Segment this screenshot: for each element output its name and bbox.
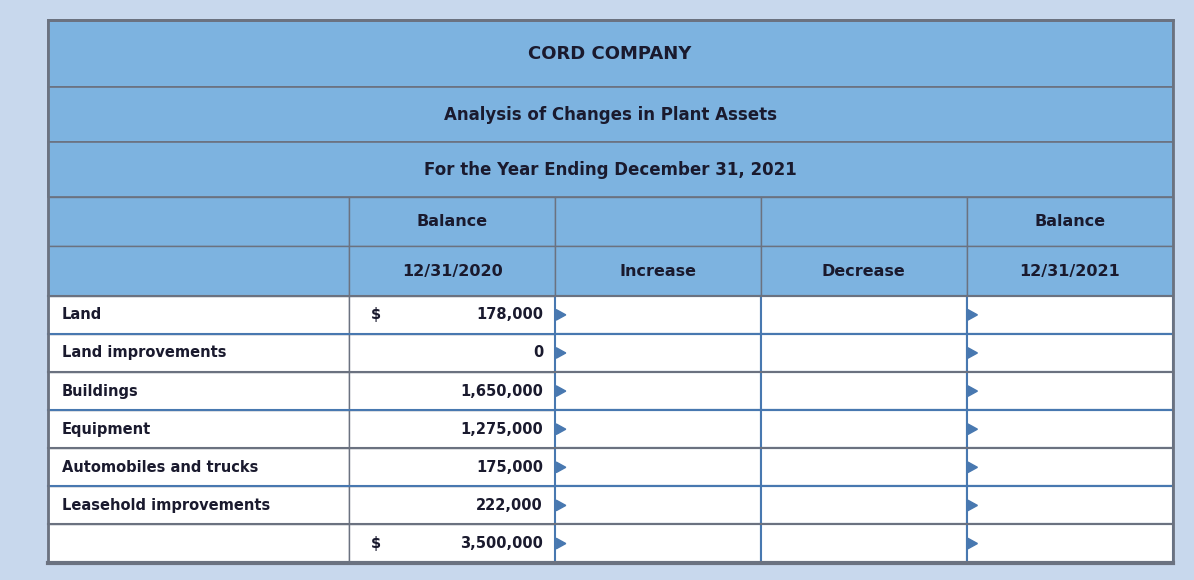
Text: CORD COMPANY: CORD COMPANY — [529, 45, 691, 63]
Polygon shape — [968, 538, 978, 549]
Text: Equipment: Equipment — [62, 422, 152, 437]
Text: Automobiles and trucks: Automobiles and trucks — [62, 460, 258, 475]
Bar — [48, 448, 349, 487]
Bar — [555, 197, 761, 246]
Polygon shape — [968, 462, 978, 473]
Text: Land: Land — [62, 307, 103, 322]
Text: Balance: Balance — [417, 215, 487, 229]
Bar — [761, 197, 967, 246]
Bar — [349, 448, 555, 487]
Bar — [761, 372, 967, 410]
Bar — [48, 246, 349, 296]
Text: Analysis of Changes in Plant Assets: Analysis of Changes in Plant Assets — [444, 106, 776, 124]
Bar — [967, 197, 1173, 246]
Bar — [349, 524, 555, 563]
Polygon shape — [968, 500, 978, 510]
Bar — [967, 524, 1173, 563]
Text: Land improvements: Land improvements — [62, 346, 227, 361]
Bar — [48, 142, 1173, 197]
Bar — [967, 448, 1173, 487]
Text: Buildings: Buildings — [62, 383, 139, 398]
Bar — [349, 296, 555, 334]
Text: 175,000: 175,000 — [476, 460, 543, 475]
Text: $: $ — [370, 307, 381, 322]
Bar — [48, 410, 349, 448]
Bar — [349, 372, 555, 410]
Polygon shape — [968, 310, 978, 320]
Polygon shape — [556, 310, 566, 320]
Bar — [349, 197, 555, 246]
Text: For the Year Ending December 31, 2021: For the Year Ending December 31, 2021 — [424, 161, 796, 179]
Bar — [349, 334, 555, 372]
Bar — [48, 20, 1173, 87]
Text: 12/31/2020: 12/31/2020 — [401, 264, 503, 278]
Bar — [761, 334, 967, 372]
Polygon shape — [556, 462, 566, 473]
Text: 12/31/2021: 12/31/2021 — [1020, 264, 1120, 278]
Text: 222,000: 222,000 — [476, 498, 543, 513]
Bar — [48, 334, 349, 372]
Bar — [48, 487, 349, 524]
Bar — [761, 524, 967, 563]
Bar — [349, 246, 555, 296]
Bar — [555, 487, 761, 524]
Bar — [761, 296, 967, 334]
Polygon shape — [968, 348, 978, 358]
Bar — [555, 448, 761, 487]
Bar — [555, 296, 761, 334]
Bar — [967, 372, 1173, 410]
Polygon shape — [556, 386, 566, 396]
Bar — [349, 487, 555, 524]
Bar — [48, 372, 349, 410]
Bar — [555, 524, 761, 563]
Text: 0: 0 — [533, 346, 543, 361]
Polygon shape — [968, 424, 978, 434]
Bar — [555, 334, 761, 372]
Text: 1,650,000: 1,650,000 — [460, 383, 543, 398]
Text: Increase: Increase — [620, 264, 696, 278]
Polygon shape — [556, 424, 566, 434]
Text: Leasehold improvements: Leasehold improvements — [62, 498, 270, 513]
Text: 3,500,000: 3,500,000 — [460, 536, 543, 551]
Text: 1,275,000: 1,275,000 — [461, 422, 543, 437]
Bar — [967, 296, 1173, 334]
Bar — [48, 197, 349, 246]
Text: Decrease: Decrease — [821, 264, 905, 278]
Polygon shape — [968, 386, 978, 396]
Polygon shape — [556, 500, 566, 510]
Bar — [967, 410, 1173, 448]
Bar — [48, 296, 349, 334]
Text: 178,000: 178,000 — [476, 307, 543, 322]
Text: $: $ — [370, 536, 381, 551]
Bar — [761, 448, 967, 487]
Bar — [349, 410, 555, 448]
Bar — [555, 372, 761, 410]
Polygon shape — [556, 538, 566, 549]
Bar — [761, 246, 967, 296]
Bar — [555, 246, 761, 296]
Bar — [555, 410, 761, 448]
Bar — [48, 524, 349, 563]
Bar — [761, 410, 967, 448]
Text: Balance: Balance — [1034, 215, 1106, 229]
Bar — [967, 334, 1173, 372]
Bar — [48, 87, 1173, 142]
Polygon shape — [556, 348, 566, 358]
Bar — [761, 487, 967, 524]
Bar — [967, 246, 1173, 296]
Bar — [967, 487, 1173, 524]
